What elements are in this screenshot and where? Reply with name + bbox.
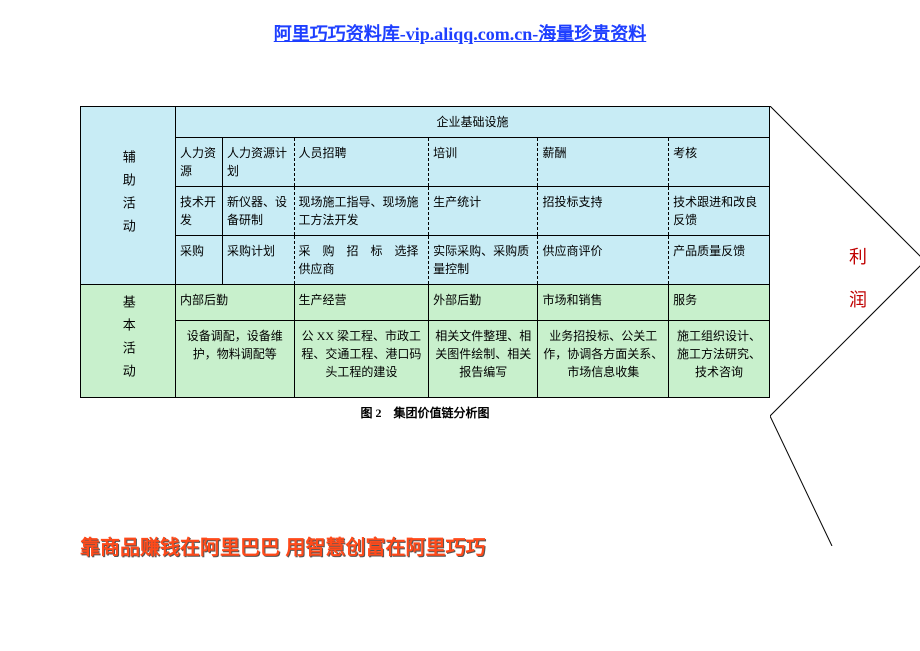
profit-arrow-shape	[770, 106, 920, 546]
hr-cell-3: 薪酬	[538, 138, 669, 187]
figure-caption: 图 2 集团价值链分析图	[80, 404, 770, 421]
primary-cell-1: 公 XX 梁工程、市政工程、交通工程、港口码头工程的建设	[294, 320, 429, 397]
tech-cell-2: 生产统计	[429, 187, 538, 236]
profit-label: 利 润	[848, 236, 868, 322]
hr-cell-1: 人员招聘	[294, 138, 429, 187]
primary-cell-4: 施工组织设计、施工方法研究、技术咨询	[669, 320, 770, 397]
primary-header-4: 服务	[669, 285, 770, 321]
hr-cell-0: 人力资源计划	[223, 138, 295, 187]
support-activities-label: 辅助活动	[81, 107, 176, 285]
tech-cell-4: 技术跟进和改良反馈	[669, 187, 770, 236]
footer-slogan: 靠商品赚钱在阿里巴巴 用智慧创富在阿里巧巧	[80, 531, 900, 560]
tech-cell-3: 招投标支持	[538, 187, 669, 236]
primary-cell-0: 设备调配，设备维护，物料调配等	[176, 320, 295, 397]
primary-cell-2: 相关文件整理、相关图件绘制、相关报告编写	[429, 320, 538, 397]
infrastructure-cell: 企业基础设施	[176, 107, 770, 138]
hr-label: 人力资源	[176, 138, 223, 187]
procure-label: 采购	[176, 236, 223, 285]
primary-activities-label: 基本活动	[81, 285, 176, 398]
tech-cell-1: 现场施工指导、现场施工方法开发	[294, 187, 429, 236]
procure-cell-0: 采购计划	[223, 236, 295, 285]
primary-header-3: 市场和销售	[538, 285, 669, 321]
procure-cell-3: 供应商评价	[538, 236, 669, 285]
value-chain-table: 辅助活动 企业基础设施 人力资源 人力资源计划 人员招聘 培训 薪酬 考核 技术…	[80, 106, 770, 398]
procure-cell-2: 实际采购、采购质量控制	[429, 236, 538, 285]
hr-cell-2: 培训	[429, 138, 538, 187]
procure-cell-1: 采 购 招 标 选择供应商	[294, 236, 429, 285]
primary-header-0: 内部后勤	[176, 285, 295, 321]
procure-cell-4: 产品质量反馈	[669, 236, 770, 285]
tech-cell-0: 新仪器、设备研制	[223, 187, 295, 236]
primary-header-1: 生产经营	[294, 285, 429, 321]
hr-cell-4: 考核	[669, 138, 770, 187]
page-header-title: 阿里巧巧资料库-vip.aliqq.com.cn-海量珍贵资料	[20, 20, 900, 46]
primary-header-2: 外部后勤	[429, 285, 538, 321]
value-chain-diagram: 利 润 辅助活动 企业基础设施 人力资源 人力资源计划 人员招聘 培训 薪酬 考…	[80, 106, 860, 421]
primary-cell-3: 业务招投标、公关工作，协调各方面关系、市场信息收集	[538, 320, 669, 397]
tech-label: 技术开发	[176, 187, 223, 236]
